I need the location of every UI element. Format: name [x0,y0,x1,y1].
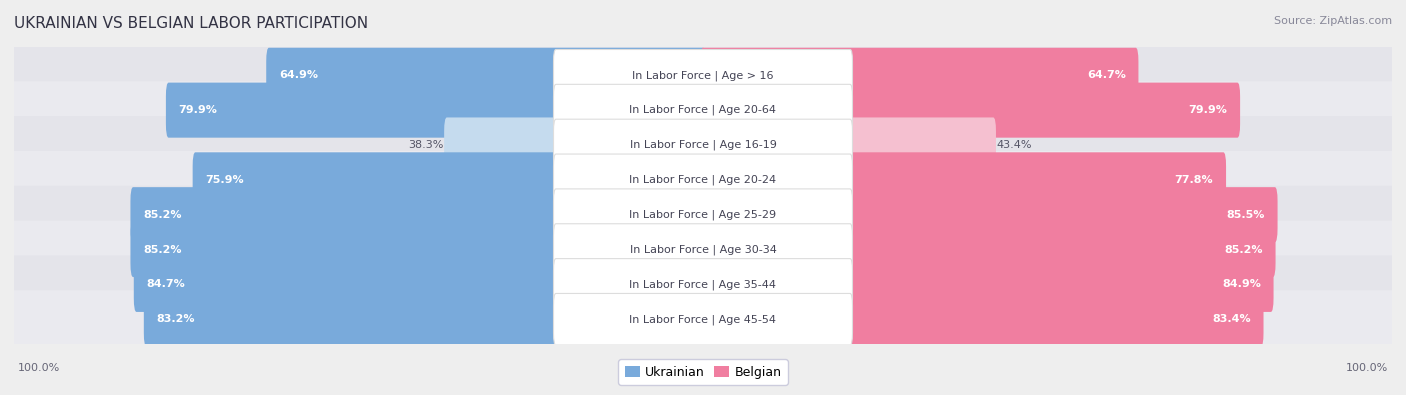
Text: In Labor Force | Age 25-29: In Labor Force | Age 25-29 [630,209,776,220]
FancyBboxPatch shape [131,222,706,277]
Text: 64.7%: 64.7% [1087,70,1126,80]
Text: 85.2%: 85.2% [143,245,181,254]
Text: UKRAINIAN VS BELGIAN LABOR PARTICIPATION: UKRAINIAN VS BELGIAN LABOR PARTICIPATION [14,16,368,31]
FancyBboxPatch shape [700,48,1139,103]
Text: 85.2%: 85.2% [143,210,181,220]
Text: 84.9%: 84.9% [1222,279,1261,290]
Text: Source: ZipAtlas.com: Source: ZipAtlas.com [1274,16,1392,26]
Text: 100.0%: 100.0% [18,363,60,373]
FancyBboxPatch shape [554,293,852,345]
FancyBboxPatch shape [11,151,1395,209]
Text: 79.9%: 79.9% [1188,105,1227,115]
FancyBboxPatch shape [11,116,1395,174]
Text: In Labor Force | Age 20-24: In Labor Force | Age 20-24 [630,175,776,185]
Text: In Labor Force | Age 30-34: In Labor Force | Age 30-34 [630,244,776,255]
Text: 83.2%: 83.2% [156,314,195,324]
FancyBboxPatch shape [700,257,1274,312]
FancyBboxPatch shape [700,222,1275,277]
Text: 79.9%: 79.9% [179,105,218,115]
FancyBboxPatch shape [700,187,1278,242]
FancyBboxPatch shape [554,85,852,136]
Text: In Labor Force | Age > 16: In Labor Force | Age > 16 [633,70,773,81]
FancyBboxPatch shape [554,154,852,206]
FancyBboxPatch shape [444,117,706,173]
FancyBboxPatch shape [11,81,1395,139]
Legend: Ukrainian, Belgian: Ukrainian, Belgian [619,359,787,385]
Text: 100.0%: 100.0% [1346,363,1388,373]
FancyBboxPatch shape [193,152,706,207]
Text: In Labor Force | Age 45-54: In Labor Force | Age 45-54 [630,314,776,325]
FancyBboxPatch shape [166,83,706,138]
Text: 75.9%: 75.9% [205,175,245,185]
FancyBboxPatch shape [554,224,852,275]
Text: 77.8%: 77.8% [1175,175,1213,185]
Text: 64.9%: 64.9% [278,70,318,80]
FancyBboxPatch shape [11,290,1395,348]
FancyBboxPatch shape [700,292,1264,347]
FancyBboxPatch shape [11,221,1395,278]
FancyBboxPatch shape [554,49,852,101]
FancyBboxPatch shape [700,117,995,173]
Text: 38.3%: 38.3% [408,140,443,150]
FancyBboxPatch shape [11,46,1395,104]
FancyBboxPatch shape [700,152,1226,207]
FancyBboxPatch shape [554,259,852,310]
FancyBboxPatch shape [266,48,706,103]
FancyBboxPatch shape [134,257,706,312]
Text: 83.4%: 83.4% [1212,314,1251,324]
FancyBboxPatch shape [700,83,1240,138]
FancyBboxPatch shape [11,186,1395,244]
Text: 84.7%: 84.7% [146,279,186,290]
Text: 43.4%: 43.4% [997,140,1032,150]
Text: In Labor Force | Age 35-44: In Labor Force | Age 35-44 [630,279,776,290]
Text: 85.5%: 85.5% [1226,210,1265,220]
FancyBboxPatch shape [11,256,1395,313]
Text: In Labor Force | Age 20-64: In Labor Force | Age 20-64 [630,105,776,115]
Text: 85.2%: 85.2% [1225,245,1263,254]
FancyBboxPatch shape [554,189,852,241]
FancyBboxPatch shape [131,187,706,242]
FancyBboxPatch shape [554,119,852,171]
Text: In Labor Force | Age 16-19: In Labor Force | Age 16-19 [630,140,776,150]
FancyBboxPatch shape [143,292,706,347]
